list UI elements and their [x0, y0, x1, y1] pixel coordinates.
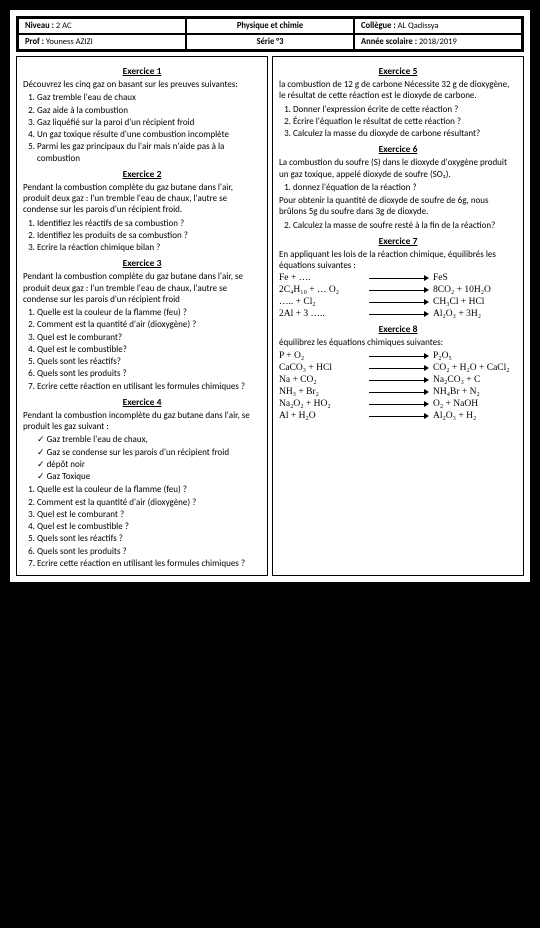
list-item: Un gaz toxique résulte d'une combustion …: [37, 129, 261, 140]
list-item: Ecrire cette réaction en utilisant les f…: [37, 558, 261, 569]
arrow-icon: [369, 401, 429, 407]
ex4-intro: Pendant la combustion incomplète du gaz …: [23, 410, 261, 433]
ex5-intro: la combustion de 12 g de carbone Nécessi…: [279, 79, 517, 102]
ex4-checks: Gaz tremble l'eau de chaux, Gaz se conde…: [37, 434, 261, 482]
list-item: Gaz Toxique: [37, 471, 261, 482]
arrow-icon: [369, 413, 429, 419]
list-item: Écrire l'équation le résultat de cette r…: [293, 116, 517, 127]
ex6-list2: Calculez la masse de soufre resté à la f…: [293, 220, 517, 231]
equation-row: CaCO₃ + HClCO₂ + H₂O + CaCl₂: [279, 363, 517, 373]
list-item: Quel est le combustible?: [37, 344, 261, 355]
list-item: Gaz se condense sur les parois d'un réci…: [37, 447, 261, 458]
equation-row: NH₃ + Br₂NH₄Br + N₂: [279, 387, 517, 397]
list-item: Comment est la quantité d'air (dioxygène…: [37, 497, 261, 508]
list-item: Ecrire cette réaction en utilisant les f…: [37, 381, 261, 392]
list-item: Quels sont les produits ?: [37, 546, 261, 557]
equation-row: Fe + ….FeS: [279, 273, 517, 283]
ex6-intro2: Pour obtenir la quantité de dioxyde de s…: [279, 195, 517, 218]
header-year: Année scolaire : 2018/2019: [354, 34, 522, 50]
list-item: Parmi les gaz principaux du l'air mais n…: [37, 141, 261, 164]
header-college: Collègue : AL Qadissya: [354, 18, 522, 34]
list-item: Quelle est la couleur de la flamme (feu)…: [37, 307, 261, 318]
ex3-list: Quelle est la couleur de la flamme (feu)…: [37, 307, 261, 392]
list-item: Quels sont les produits ?: [37, 368, 261, 379]
arrow-icon: [369, 389, 429, 395]
list-item: Quels sont les réactifs?: [37, 356, 261, 367]
arrow-icon: [369, 311, 429, 317]
ex8-equations: P + O₂P₂O₅ CaCO₃ + HClCO₂ + H₂O + CaCl₂ …: [279, 351, 517, 421]
list-item: donnez l'équation de la réaction ?: [293, 182, 517, 193]
list-item: Identifiez les réactifs de sa combustion…: [37, 218, 261, 229]
list-item: Gaz aide à la combustion: [37, 105, 261, 116]
list-item: Gaz liquéfié sur la paroi d'un récipient…: [37, 117, 261, 128]
ex3-title: Exercice 3: [23, 257, 261, 269]
equation-row: 2Al + 3 …..Al₂O₃ + 3H₂: [279, 309, 517, 319]
ex2-intro: Pendant la combustion complète du gaz bu…: [23, 182, 261, 216]
header-prof: Prof : Youness AZIZI: [18, 34, 186, 50]
equation-row: ….. + Cl₂CH₃Cl + HCl: [279, 297, 517, 307]
ex8-intro: équilibrez les équations chimiques suiva…: [279, 337, 517, 348]
equation-row: Al + H₂OAl₂O₃ + H₂: [279, 411, 517, 421]
ex7-equations: Fe + ….FeS 2C₄H₁₀ + … O₂8CO₂ + 10H₂O …..…: [279, 273, 517, 319]
list-item: Quel est le comburant ?: [37, 509, 261, 520]
ex6-intro: La combustion du soufre (S) dans le diox…: [279, 157, 517, 180]
list-item: Comment est la quantité d'air (dioxygène…: [37, 319, 261, 330]
ex2-title: Exercice 2: [23, 168, 261, 180]
ex5-list: Donner l'expression écrite de cette réac…: [293, 104, 517, 140]
arrow-icon: [369, 365, 429, 371]
ex7-title: Exercice 7: [279, 235, 517, 247]
ex4-title: Exercice 4: [23, 396, 261, 408]
ex1-intro: Découvrez les cinq gaz on basant sur les…: [23, 79, 261, 90]
ex5-title: Exercice 5: [279, 65, 517, 77]
list-item: Gaz tremble l'eau de chaux: [37, 92, 261, 103]
equation-row: P + O₂P₂O₅: [279, 351, 517, 361]
ex1-list: Gaz tremble l'eau de chaux Gaz aide à la…: [37, 92, 261, 164]
equation-row: 2C₄H₁₀ + … O₂8CO₂ + 10H₂O: [279, 285, 517, 295]
arrow-icon: [369, 275, 429, 281]
list-item: Identifiez les produits de sa combustion…: [37, 230, 261, 241]
ex2-list: Identifiez les réactifs de sa combustion…: [37, 218, 261, 254]
worksheet-page: Niveau : 2 AC Physique et chimie Collègu…: [10, 10, 530, 582]
ex7-intro: En appliquant les lois de la réaction ch…: [279, 249, 517, 272]
bottom-black-area: [0, 582, 540, 702]
header-serie: Série °3: [186, 34, 354, 50]
list-item: Donner l'expression écrite de cette réac…: [293, 104, 517, 115]
header-niveau: Niveau : 2 AC: [18, 18, 186, 34]
list-item: Calculez la masse de soufre resté à la f…: [293, 220, 517, 231]
arrow-icon: [369, 353, 429, 359]
list-item: Ecrire la réaction chimique bilan ?: [37, 242, 261, 253]
list-item: Quel est le combustible ?: [37, 521, 261, 532]
left-column: Exercice 1 Découvrez les cinq gaz on bas…: [16, 56, 268, 576]
ex6-title: Exercice 6: [279, 143, 517, 155]
list-item: Quelle est la couleur de la flamme (feu)…: [37, 484, 261, 495]
content-columns: Exercice 1 Découvrez les cinq gaz on bas…: [16, 56, 524, 576]
header-table: Niveau : 2 AC Physique et chimie Collègu…: [16, 16, 524, 52]
list-item: Gaz tremble l'eau de chaux,: [37, 434, 261, 445]
arrow-icon: [369, 377, 429, 383]
right-column: Exercice 5 la combustion de 12 g de carb…: [272, 56, 524, 576]
ex1-title: Exercice 1: [23, 65, 261, 77]
ex4-list: Quelle est la couleur de la flamme (feu)…: [37, 484, 261, 569]
ex8-title: Exercice 8: [279, 323, 517, 335]
ex6-list1: donnez l'équation de la réaction ?: [293, 182, 517, 193]
list-item: Calculez la masse du dioxyde de carbone …: [293, 128, 517, 139]
equation-row: Na₂O₂ + HO₂O₂ + NaOH: [279, 399, 517, 409]
arrow-icon: [369, 287, 429, 293]
list-item: Quels sont les réactifs ?: [37, 533, 261, 544]
equation-row: Na + CO₂Na₂CO₃ + C: [279, 375, 517, 385]
header-subject: Physique et chimie: [186, 18, 354, 34]
ex3-intro: Pendant la combustion complète du gaz bu…: [23, 271, 261, 305]
list-item: dépôt noir: [37, 459, 261, 470]
arrow-icon: [369, 299, 429, 305]
list-item: Quel est le comburant?: [37, 332, 261, 343]
